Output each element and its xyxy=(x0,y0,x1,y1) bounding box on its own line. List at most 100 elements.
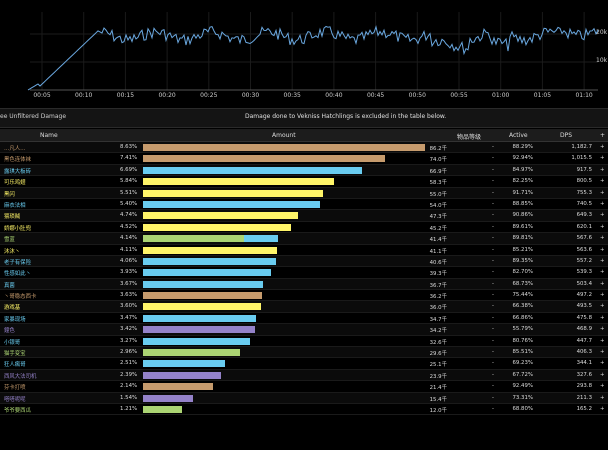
expand-plus-icon[interactable]: + xyxy=(600,280,605,287)
table-row[interactable]: 鐘色 3.42% 34.2千 - 55.79% 468.9 + xyxy=(0,324,608,336)
player-name[interactable]: 芬卡打喷 xyxy=(4,385,26,392)
expand-plus-icon[interactable]: + xyxy=(600,371,605,378)
expand-plus-icon[interactable]: + xyxy=(600,303,605,310)
header-plus[interactable]: + xyxy=(600,132,606,139)
player-name[interactable]: 沐沐丶 xyxy=(4,248,21,255)
player-name[interactable]: 可乐鸡翅 xyxy=(4,180,26,187)
dps-value: 1,182.7 xyxy=(571,144,592,150)
table-row[interactable]: 可乐鸡翅 5.84% 58.3千 - 82.25% 800.5 + xyxy=(0,176,608,188)
damage-amount: 25.1千 xyxy=(429,362,447,369)
item-level: - xyxy=(492,178,494,185)
table-row[interactable]: 麻衣法相 5.40% 54.0千 - 88.85% 740.5 + xyxy=(0,199,608,211)
table-row[interactable]: 沐沐丶 4.11% 41.1千 - 85.21% 563.6 + xyxy=(0,245,608,256)
header-dps[interactable]: DPS xyxy=(560,132,573,139)
player-name[interactable]: 黑色连体袜 xyxy=(4,157,31,164)
table-row[interactable]: 狂人瘋哥 2.51% 25.1千 - 69.23% 344.1 + xyxy=(0,358,608,370)
table-row[interactable]: 游戏基 3.60% 36.0千 - 66.38% 493.5 + xyxy=(0,301,608,313)
player-name[interactable]: 小银哥 xyxy=(4,339,21,346)
expand-plus-icon[interactable]: + xyxy=(600,394,605,401)
player-name[interactable]: 性感如此丶 xyxy=(4,271,31,278)
expand-plus-icon[interactable]: + xyxy=(600,405,605,412)
expand-plus-icon[interactable]: + xyxy=(600,189,605,196)
player-name[interactable]: 娇娜小肚兜 xyxy=(4,225,31,232)
expand-plus-icon[interactable]: + xyxy=(600,337,605,344)
player-name[interactable]: 游戏基 xyxy=(4,305,21,312)
expand-plus-icon[interactable]: + xyxy=(600,166,605,173)
damage-bar xyxy=(143,405,182,413)
table-row[interactable]: 西风大法司机 2.39% 23.9千 - 67.72% 327.6 + xyxy=(0,369,608,382)
player-name[interactable]: 丶哥稳态西卡 xyxy=(4,294,37,301)
damage-amount: 21.4千 xyxy=(429,385,447,392)
table-row[interactable]: 家暴现场 3.47% 34.7千 - 66.86% 475.8 + xyxy=(0,313,608,325)
player-name[interactable]: 狂人瘋哥 xyxy=(4,362,26,369)
player-name[interactable]: 爷爷要西瓜 xyxy=(4,407,31,414)
expand-plus-icon[interactable]: + xyxy=(600,223,605,230)
expand-plus-icon[interactable]: + xyxy=(600,349,605,356)
header-active[interactable]: Active xyxy=(509,132,528,139)
header-name[interactable]: Name xyxy=(40,132,58,139)
damage-amount: 41.1千 xyxy=(429,248,447,255)
notice-bar: ee Unfiltered Damage Damage done to Vekn… xyxy=(0,108,608,128)
expand-plus-icon[interactable]: + xyxy=(600,360,605,367)
table-row[interactable]: 爷爷要西瓜 1.21% 12.0千 - 68.80% 165.2 + xyxy=(0,404,608,416)
player-name[interactable]: 嗒嗒呢呢 xyxy=(4,396,26,403)
table-row[interactable]: 黑闪 5.51% 55.0千 - 91.71% 755.3 + xyxy=(0,187,608,199)
expand-plus-icon[interactable]: + xyxy=(600,155,605,162)
damage-bar xyxy=(143,200,320,208)
expand-plus-icon[interactable]: + xyxy=(600,235,605,242)
damage-bar xyxy=(143,178,334,186)
table-row[interactable]: 猫手变宝 2.96% 29.6千 - 85.51% 406.3 + xyxy=(0,347,608,359)
expand-plus-icon[interactable]: + xyxy=(600,314,605,321)
player-name[interactable]: 麻衣法相 xyxy=(4,202,26,209)
table-row[interactable]: 真菌 3.67% 36.7千 - 68.73% 503.4 + xyxy=(0,278,608,291)
player-name[interactable]: 家暴现场 xyxy=(4,316,26,323)
header-amount[interactable]: Amount xyxy=(272,132,296,139)
unfiltered-damage-link[interactable]: ee Unfiltered Damage xyxy=(0,113,67,120)
player-name[interactable]: 猥琐贼 xyxy=(4,214,21,221)
expand-plus-icon[interactable]: + xyxy=(600,292,605,299)
expand-plus-icon[interactable]: + xyxy=(600,383,605,390)
active-percent: 92.49% xyxy=(512,383,533,390)
expand-plus-icon[interactable]: + xyxy=(600,212,605,219)
table-row[interactable]: 黑色连体袜 7.41% 74.0千 - 92.94% 1,015.5 + xyxy=(0,153,608,165)
player-name[interactable]: 露琪大板砖 xyxy=(4,168,31,175)
player-name[interactable]: 老子有保险 xyxy=(4,259,31,266)
table-row[interactable]: 嗒嗒呢呢 1.54% 15.4千 - 73.31% 211.3 + xyxy=(0,392,608,404)
expand-plus-icon[interactable]: + xyxy=(600,178,605,185)
header-item-level[interactable]: 物品等级 xyxy=(457,134,482,141)
table-row[interactable]: 芬卡打喷 2.14% 21.4千 - 92.49% 293.8 + xyxy=(0,381,608,393)
table-row[interactable]: 小银哥 3.27% 32.6千 - 80.76% 447.7 + xyxy=(0,336,608,348)
table-row[interactable]: 猥琐贼 4.74% 47.3千 - 90.86% 649.3 + xyxy=(0,210,608,222)
item-level: - xyxy=(492,303,494,310)
expand-plus-icon[interactable]: + xyxy=(600,246,605,253)
damage-percent: 4.74% xyxy=(120,212,138,219)
player-name[interactable]: 猫手变宝 xyxy=(4,351,26,358)
player-name[interactable]: 黑闪 xyxy=(4,191,15,198)
table-row[interactable]: 露琪大板砖 6.69% 66.9千 - 84.97% 917.5 + xyxy=(0,164,608,177)
expand-plus-icon[interactable]: + xyxy=(600,269,605,276)
damage-bar xyxy=(143,383,213,391)
player-name[interactable]: 西风大法司机 xyxy=(4,373,37,380)
table-row[interactable]: 雪蓝 4.14% 41.4千 - 89.81% 567.6 + xyxy=(0,233,608,245)
expand-plus-icon[interactable]: + xyxy=(600,144,605,150)
player-name[interactable]: 鐘色 xyxy=(4,328,15,335)
damage-percent: 4.14% xyxy=(120,235,138,242)
table-row[interactable]: 娇娜小肚兜 4.52% 45.2千 - 89.61% 620.1 + xyxy=(0,222,608,234)
player-name[interactable]: …凡人… xyxy=(4,146,26,152)
dps-value: 503.4 xyxy=(576,280,592,287)
table-row[interactable]: 性感如此丶 3.93% 39.3千 - 82.70% 539.3 + xyxy=(0,267,608,279)
table-row[interactable]: 老子有保险 4.06% 40.6千 - 89.35% 557.2 + xyxy=(0,255,608,268)
damage-amount: 55.0千 xyxy=(429,191,447,198)
expand-plus-icon[interactable]: + xyxy=(600,326,605,333)
expand-plus-icon[interactable]: + xyxy=(600,200,605,207)
damage-amount: 41.4千 xyxy=(429,237,447,244)
table-row[interactable]: …凡人… 8.63% 86.2千 - 88.29% 1,182.7 + xyxy=(0,142,608,154)
player-name[interactable]: 雪蓝 xyxy=(4,237,15,244)
damage-amount: 15.4千 xyxy=(429,396,447,403)
expand-plus-icon[interactable]: + xyxy=(600,257,605,264)
damage-bar xyxy=(143,394,193,402)
player-name[interactable]: 真菌 xyxy=(4,282,15,289)
active-percent: 80.76% xyxy=(512,337,533,344)
table-row[interactable]: 丶哥稳态西卡 3.63% 36.2千 - 75.44% 497.2 + xyxy=(0,290,608,302)
damage-percent: 2.39% xyxy=(120,371,138,378)
